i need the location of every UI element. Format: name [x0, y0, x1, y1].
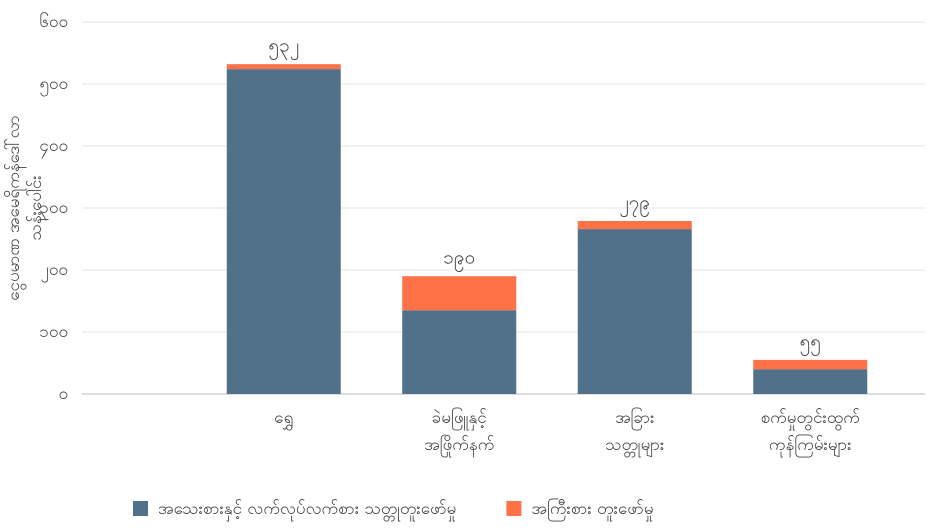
bar-segment: [577, 221, 692, 230]
x-tick-label: ရွှေ: [274, 408, 293, 431]
bar-segment: [226, 64, 341, 70]
bar-segment: [226, 69, 341, 395]
y-tick-label: ၀: [58, 384, 68, 404]
y-tick-label: ၅၀၀: [39, 74, 68, 97]
x-tick-label: သတ္တုများ: [605, 435, 664, 458]
x-tick-label: အဖြိုက်နက်: [424, 433, 494, 458]
total-label: ၁၉၀: [443, 247, 475, 273]
x-tick-label: အခြား: [615, 406, 654, 431]
x-tick-label: ခဲမဖြူနှင့်: [432, 406, 487, 431]
total-label: ၅၃၂: [268, 35, 299, 61]
y-tick-label: ၁၀၀: [39, 322, 68, 342]
y-tick-label: ၃၀၀: [39, 198, 68, 221]
legend-label: အသေးစားနှင့် လက်လုပ်လက်စား သတ္တုတူးဖော်မ…: [158, 499, 456, 522]
legend-label: အကြီးစား တူးဖော်မှု: [531, 497, 653, 522]
bar-segment: [402, 276, 517, 311]
bar-segment: [753, 369, 868, 394]
bar-segment: [577, 229, 692, 394]
y-tick-label: ၆၀၀: [39, 11, 68, 32]
y-tick-label: ၂၀၀: [41, 260, 68, 283]
y-tick-label: ၄၀၀: [39, 136, 68, 159]
total-label: ၂၇၉: [619, 192, 650, 218]
bar-segment: [402, 310, 517, 394]
legend-swatch: [133, 501, 148, 516]
bar-segment: [753, 359, 868, 370]
y-axis-label: သန်းပေါင်း: [25, 175, 49, 240]
y-axis-label: ငွေပမာဏ အမေရိကန်ဒေါ်လာ: [3, 115, 27, 300]
x-tick-label: ကုန်ကြမ်းများ: [769, 433, 852, 458]
legend-swatch: [506, 501, 522, 516]
total-label: ၅၅: [800, 330, 821, 356]
x-tick-label: စက်မှုတွင်းထွက်: [761, 408, 860, 431]
